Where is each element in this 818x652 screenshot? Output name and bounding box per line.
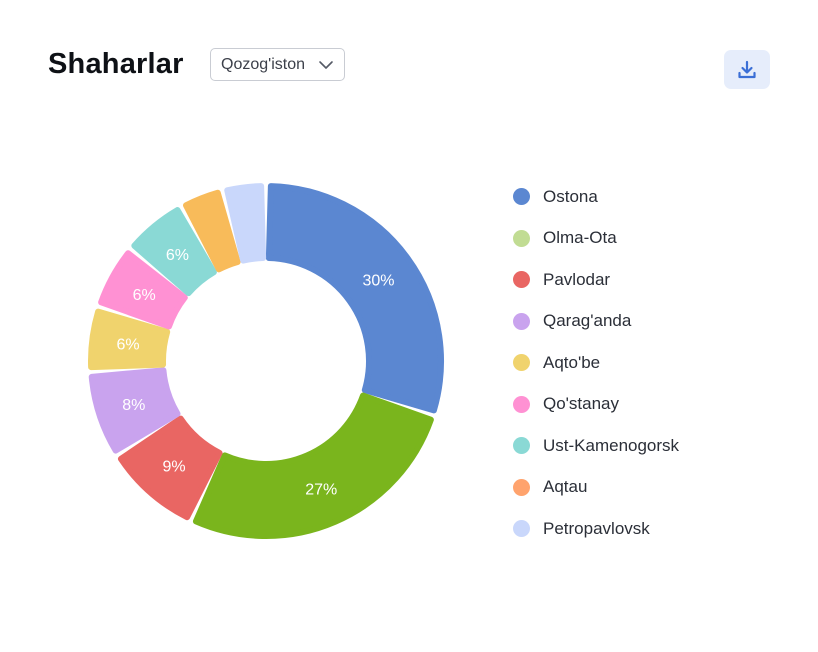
donut-slice-4[interactable] (88, 367, 181, 454)
slice-label-5: 6% (117, 337, 140, 354)
legend-label: Ust-Kamenogorsk (543, 435, 680, 455)
legend-swatch (513, 437, 530, 455)
legend-label: Aqtau (543, 477, 588, 497)
slice-label-4: 8% (122, 397, 145, 414)
download-button[interactable] (724, 50, 770, 89)
donut-slice-3[interactable] (117, 415, 223, 521)
legend-label: Qo'stanay (543, 394, 620, 414)
slice-label-2: 27% (305, 482, 337, 499)
donut-slice-6[interactable] (98, 250, 188, 330)
legend-swatch (513, 188, 530, 206)
legend-label: Pavlodar (543, 269, 611, 289)
slice-label-7: 6% (166, 247, 189, 264)
legend-label: Ostona (543, 186, 598, 206)
country-select-value: Qozog'iston (221, 55, 305, 73)
legend-label: Petropavlovsk (543, 518, 650, 538)
page-title: Shaharlar (48, 48, 184, 80)
legend-swatch (513, 312, 530, 330)
legend-swatch (513, 478, 530, 496)
donut-slice-7[interactable] (131, 207, 217, 297)
donut-slice-1[interactable] (265, 183, 444, 414)
legend-item[interactable]: Aqto'be (513, 342, 679, 384)
slice-label-3: 9% (163, 458, 186, 475)
legend-swatch (513, 271, 530, 289)
legend-item[interactable]: Qarag'anda (513, 301, 679, 343)
legend-item[interactable]: Qo'stanay (513, 384, 679, 426)
legend-item[interactable]: Aqtau (513, 467, 679, 509)
legend-item[interactable]: Ostona (513, 176, 679, 218)
legend-item[interactable]: Petropavlovsk (513, 508, 679, 550)
legend-item[interactable]: Pavlodar (513, 259, 679, 301)
country-select[interactable]: Qozog'iston (210, 48, 345, 81)
slice-label-6: 6% (133, 287, 156, 304)
donut-slice-9[interactable] (224, 183, 267, 264)
slice-label-1: 30% (362, 272, 394, 289)
legend-item[interactable]: Olma-Ota (513, 218, 679, 260)
donut-slice-8[interactable] (183, 189, 241, 273)
legend-swatch (513, 354, 530, 372)
chevron-down-icon (319, 61, 333, 69)
download-icon (738, 60, 756, 78)
legend-label: Aqto'be (543, 352, 601, 372)
legend-label: Olma-Ota (543, 228, 617, 248)
donut-slice-5[interactable] (88, 308, 171, 371)
donut-slice-2[interactable] (192, 392, 434, 539)
legend-swatch (513, 229, 530, 247)
legend-label: Qarag'anda (543, 311, 632, 331)
legend-item[interactable]: Ust-Kamenogorsk (513, 425, 679, 467)
legend-swatch (513, 395, 530, 413)
legend-swatch (513, 520, 530, 538)
chart-legend: Ostona Olma-Ota Pavlodar Qarag'anda Aqto'be Q… (513, 176, 679, 550)
